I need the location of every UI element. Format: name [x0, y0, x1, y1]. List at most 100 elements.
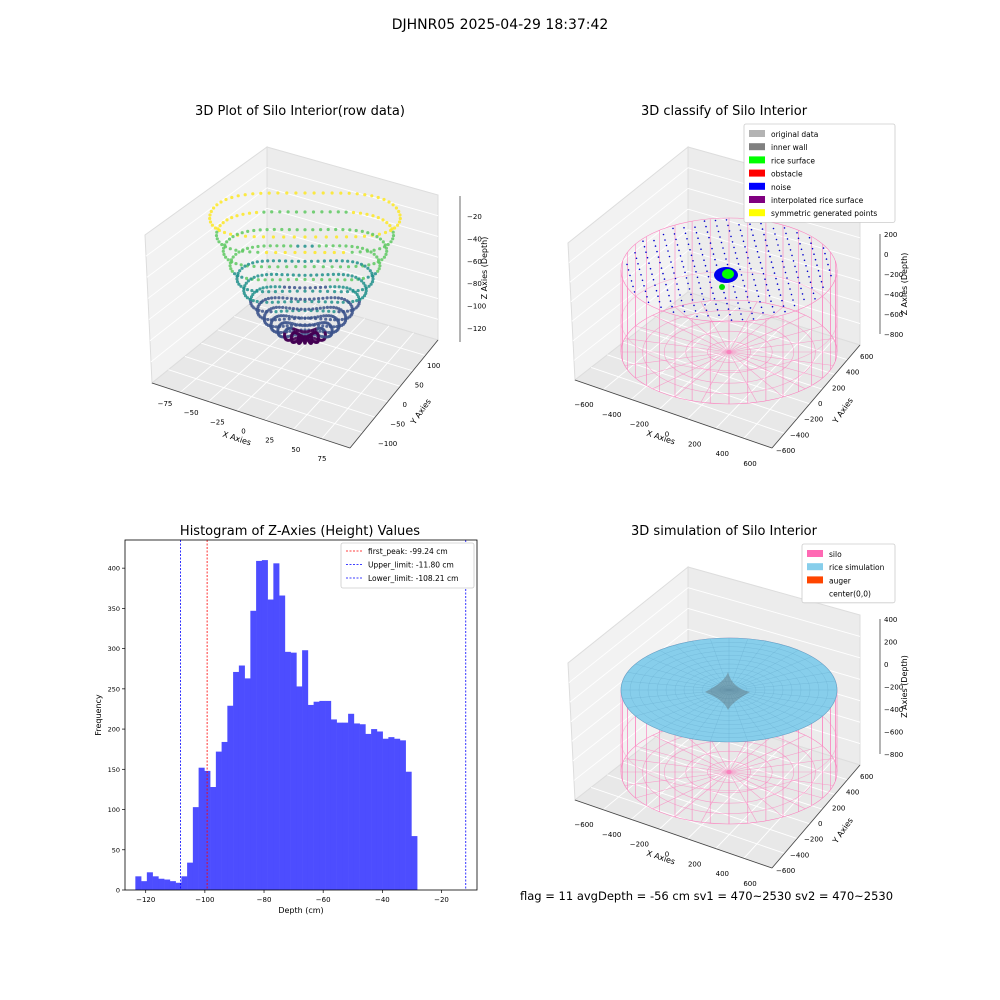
y-tick-label: 100	[427, 362, 440, 370]
histogram-bars	[135, 560, 418, 890]
plot-frame	[124, 539, 478, 891]
y-tick-label: 200	[832, 384, 845, 392]
status-line: flag = 11 avgDepth = -56 cm sv1 = 470~25…	[520, 889, 894, 903]
histogram-bar	[204, 770, 211, 890]
x-tick-label: 0	[665, 431, 669, 439]
histogram-bar	[307, 704, 314, 890]
y-tick-label: −600	[776, 447, 795, 455]
histogram-bar	[319, 700, 326, 890]
classified-points	[626, 219, 832, 321]
x-tick-label: 600	[743, 880, 756, 888]
y-tick-label: −200	[804, 416, 823, 424]
histogram-bar	[192, 807, 199, 890]
z-tick-label: 0	[884, 251, 888, 259]
z-tick-label: −200	[884, 271, 903, 279]
histogram-bar	[233, 671, 240, 890]
y-tick-label: 0	[403, 401, 407, 409]
raw-plot-title: 3D Plot of Silo Interior(row data)	[195, 104, 405, 119]
y-tick-label: −200	[804, 836, 823, 844]
histogram-bar	[342, 722, 349, 890]
z-tick-label: −60	[467, 258, 482, 266]
y-tick-label: 150	[108, 766, 120, 774]
legend-label: auger	[829, 576, 852, 585]
rice-simulation-surface	[620, 637, 838, 743]
z-axis-label: Z Axies (Depth)	[480, 237, 489, 300]
legend-label: rice simulation	[829, 563, 885, 572]
y-tick-label: 200	[832, 804, 845, 812]
legend-label: symmetric generated points	[771, 209, 877, 218]
y-tick-label: −600	[776, 867, 795, 875]
histogram-bar	[365, 733, 372, 890]
histogram-bar	[146, 872, 153, 890]
legend-label: inner wall	[771, 143, 808, 152]
y-axis-line	[771, 764, 861, 869]
histogram-bar	[279, 595, 286, 890]
legend-swatch	[749, 209, 765, 217]
y-axis-label: Y Axies	[408, 397, 433, 427]
simulation-frame: −600−400−2000200400600−600−400−200020040…	[567, 543, 909, 888]
histogram-bar	[388, 737, 395, 890]
z-tick-label: −80	[467, 280, 482, 288]
histogram-bar	[302, 650, 309, 890]
simulation-plot-title: 3D simulation of Silo Interior	[631, 524, 817, 539]
z-tick-label: 400	[884, 616, 897, 624]
legend-swatch	[749, 156, 765, 164]
histogram-bar	[198, 767, 205, 890]
legend-label: Upper_limit: -11.80 cm	[368, 561, 454, 570]
y-tick-label: 200	[108, 726, 120, 734]
histogram-bar	[359, 724, 366, 890]
histogram-bar	[181, 876, 188, 890]
histogram-bar	[135, 876, 142, 890]
x-tick-label: 200	[688, 440, 701, 448]
y-tick-label: 400	[846, 789, 859, 797]
histogram-bar	[371, 729, 378, 890]
histogram-bar	[336, 722, 343, 890]
x-tick-label: 400	[716, 870, 729, 878]
y-tick-label: −400	[790, 431, 809, 439]
z-tick-label: −400	[884, 706, 903, 714]
figure-title: DJHNR05 2025-04-29 18:37:42	[391, 17, 609, 33]
histogram-bar	[348, 713, 355, 890]
histogram-bar	[238, 665, 245, 890]
z-tick-label: 200	[884, 231, 897, 239]
x-axis-line	[574, 379, 773, 449]
y-tick-label: −100	[378, 440, 397, 448]
histogram-bar	[313, 701, 320, 890]
histogram-bar	[296, 686, 303, 890]
x-axis-label: X Axies	[645, 849, 676, 867]
histogram-bar	[175, 882, 182, 890]
histogram-bar	[215, 751, 222, 890]
classify-plot-title: 3D classify of Silo Interior	[640, 104, 808, 119]
x-tick-label: 400	[716, 450, 729, 458]
y-tick-label: 0	[818, 820, 822, 828]
z-tick-label: −200	[884, 684, 903, 692]
legend-swatch	[807, 550, 823, 557]
legend-swatch	[807, 563, 823, 571]
histogram-bar	[284, 651, 291, 890]
z-tick-label: −400	[884, 291, 903, 299]
x-tick-label: 25	[265, 437, 274, 445]
raw-point-cloud	[208, 191, 402, 345]
x-tick-label: −200	[630, 841, 649, 849]
histogram-bar	[353, 723, 360, 890]
silo-wireframe	[620, 217, 838, 405]
rice-dip	[705, 672, 750, 710]
y-tick-label: 0	[116, 887, 120, 895]
simulation-legend: silo rice simulation auger center(0,0)	[801, 543, 896, 604]
x-tick-label: 50	[291, 446, 300, 454]
histogram-bar	[382, 738, 389, 890]
legend-swatch	[749, 143, 765, 151]
raw-3d-plot: −75 −50 −25 0 25 50 75 −100 −50 0 50 100 −20 −40 −60 −8…	[144, 146, 489, 463]
z-tick-label: −20	[467, 213, 482, 221]
histogram-bar	[250, 610, 257, 890]
legend-label: interpolated rice surface	[771, 196, 864, 205]
legend-label: Lower_limit: -108.21 cm	[368, 574, 458, 583]
x-tick-label: −60	[316, 896, 331, 904]
histogram-bar	[169, 881, 176, 890]
simulation-3d-plot: −600−400−2000200400600−600−400−200020040…	[567, 543, 909, 888]
y-axis-line	[349, 339, 439, 449]
y-tick-label: 100	[108, 806, 120, 814]
histogram-bar	[210, 787, 217, 890]
legend-swatch	[749, 169, 765, 177]
classify-3d-plot: −600−400−2000200400600−600−400−200020040…	[567, 123, 909, 468]
